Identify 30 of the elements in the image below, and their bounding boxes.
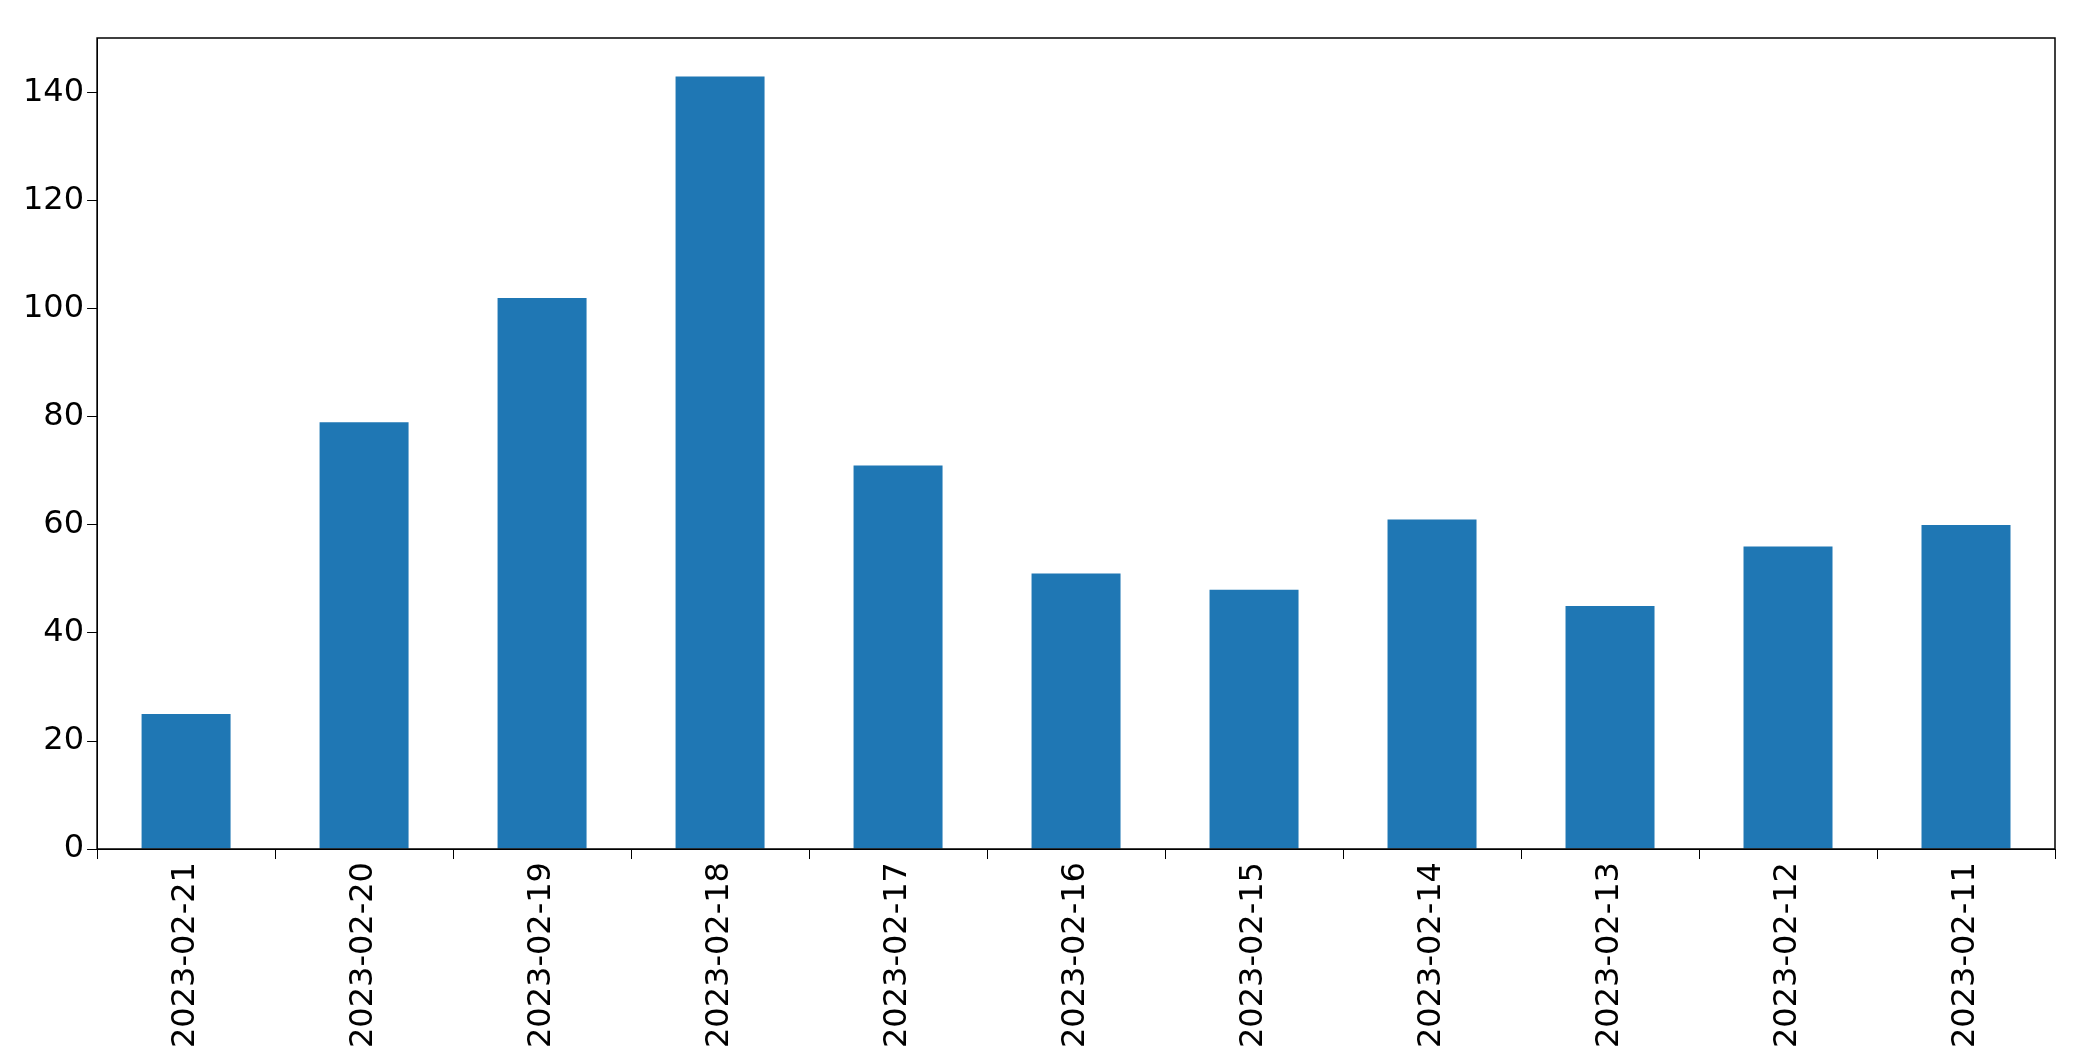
bar xyxy=(1031,573,1121,849)
y-tick-label: 80 xyxy=(43,395,85,434)
y-tick-label: 120 xyxy=(23,179,85,218)
x-tick-label: 2023-02-16 xyxy=(1054,862,1093,1048)
x-tick-label: 2023-02-21 xyxy=(164,862,203,1048)
x-tick-label: 2023-02-18 xyxy=(698,862,737,1048)
bar xyxy=(1921,524,2011,849)
bar xyxy=(1743,546,1833,849)
x-tick-label: 2023-02-19 xyxy=(520,862,559,1048)
bar xyxy=(497,298,587,849)
bar xyxy=(1387,519,1477,849)
x-tick-label: 2023-02-14 xyxy=(1410,862,1449,1048)
bar xyxy=(1209,589,1299,849)
bar xyxy=(853,465,943,849)
y-tick-label: 60 xyxy=(43,503,85,542)
y-tick-label: 0 xyxy=(63,827,85,866)
x-tick-label: 2023-02-11 xyxy=(1944,862,1983,1048)
x-tick-label: 2023-02-17 xyxy=(876,862,915,1048)
bar xyxy=(141,713,231,849)
y-tick-label: 100 xyxy=(23,287,85,326)
x-tick-label: 2023-02-15 xyxy=(1232,862,1271,1048)
x-tick-label: 2023-02-12 xyxy=(1766,862,1805,1048)
y-tick-label: 140 xyxy=(23,71,85,110)
y-tick-label: 20 xyxy=(43,719,85,758)
bar xyxy=(319,422,409,849)
bar xyxy=(675,76,765,849)
bar xyxy=(1565,605,1655,849)
x-tick-label: 2023-02-20 xyxy=(342,862,381,1048)
y-tick-label: 40 xyxy=(43,611,85,650)
x-tick-label: 2023-02-13 xyxy=(1588,862,1627,1048)
